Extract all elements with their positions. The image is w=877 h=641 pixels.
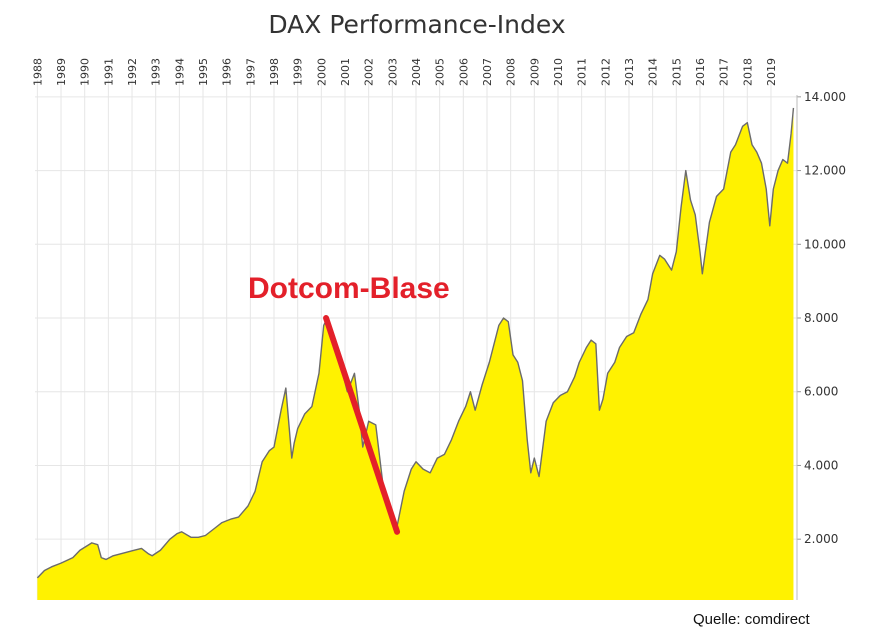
- y-tick-label: 2.000: [804, 532, 838, 546]
- year-label: 1990: [79, 58, 92, 86]
- year-label: 2010: [552, 58, 565, 86]
- year-label: 2014: [647, 58, 660, 86]
- year-label: 2002: [363, 58, 376, 86]
- year-label: 2005: [434, 58, 447, 86]
- year-label: 2019: [765, 58, 778, 86]
- year-label: 2001: [339, 58, 352, 86]
- year-label: 2006: [457, 58, 470, 86]
- y-tick-label: 8.000: [804, 311, 838, 325]
- y-tick-label: 12.000: [804, 164, 846, 178]
- year-label: 1988: [31, 58, 44, 86]
- year-label: 2007: [481, 58, 494, 86]
- y-tick-label: 10.000: [804, 237, 846, 251]
- year-label: 2011: [576, 58, 589, 86]
- year-label: 2012: [599, 58, 612, 86]
- y-axis: 2.000 4.000 6.000 8.000 10.000 12.000 14.000: [796, 90, 846, 600]
- year-label: 1989: [55, 58, 68, 86]
- year-label: 1993: [150, 58, 163, 86]
- year-label: 1995: [197, 58, 210, 86]
- index-area-fill: [37, 107, 794, 600]
- year-label: 2017: [718, 58, 731, 86]
- year-label: 2009: [528, 58, 541, 86]
- year-label: 2004: [410, 58, 423, 86]
- series-area: [36, 107, 795, 600]
- year-label: 1997: [244, 58, 257, 86]
- y-tick-label: 14.000: [804, 90, 846, 104]
- year-label: 2000: [315, 58, 328, 86]
- y-tick-label: 6.000: [804, 385, 838, 399]
- year-label: 1998: [268, 58, 281, 86]
- year-label: 1991: [102, 58, 115, 86]
- year-label: 1999: [292, 58, 305, 86]
- year-label: 2013: [623, 58, 636, 86]
- year-label: 2015: [670, 58, 683, 86]
- year-label: 1992: [126, 58, 139, 86]
- year-label: 2018: [741, 58, 754, 86]
- index-line: [36, 107, 795, 579]
- year-label: 2016: [694, 58, 707, 86]
- year-label: 2003: [386, 58, 399, 86]
- year-labels: 1988 1989 1990 1991 1992 1993 1994 1995 1996 1997…: [31, 58, 778, 86]
- annotation-label: Dotcom-Blase: [248, 272, 450, 305]
- source-label: Quelle: comdirect: [693, 611, 811, 628]
- year-label: 1994: [173, 58, 186, 86]
- y-tick-label: 4.000: [804, 458, 838, 472]
- chart-title: DAX Performance-Index: [268, 10, 565, 39]
- year-label: 2008: [505, 58, 518, 86]
- dotcom-trend-line: [323, 315, 401, 535]
- year-label: 1996: [221, 58, 234, 86]
- annotation-group: Dotcom-Blase: [248, 272, 450, 535]
